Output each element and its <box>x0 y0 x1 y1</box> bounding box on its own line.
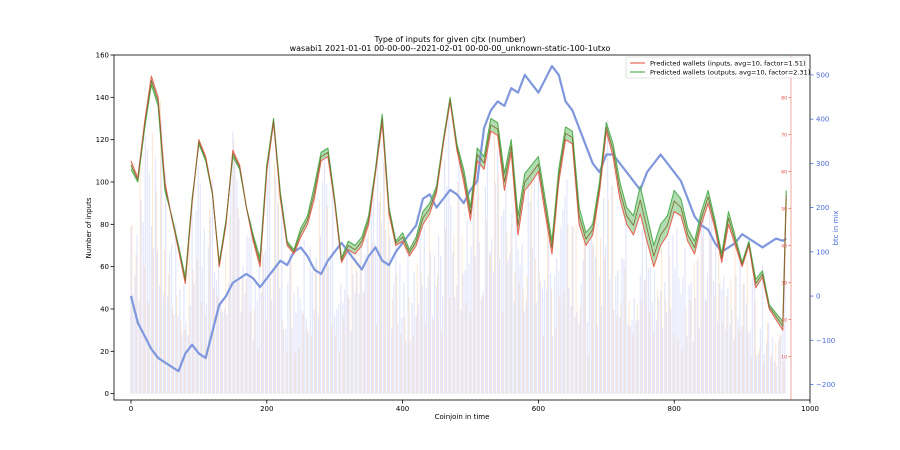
y3-tick-label: 40 <box>781 243 787 249</box>
y-axis-right-btc: −200 −100 0 100 200 300 400 500 <box>810 71 835 389</box>
y2-tick-label: −100 <box>816 337 835 345</box>
legend-label-outputs: Predicted wallets (outputs, avg=10, fact… <box>650 69 810 77</box>
legend-label-inputs: Predicted wallets (inputs, avg=10, facto… <box>650 60 806 68</box>
y-tick-label: 0 <box>105 390 109 398</box>
legend: Predicted wallets (inputs, avg=10, facto… <box>625 56 810 79</box>
y-tick-label: 80 <box>100 221 109 229</box>
y-axis-label: Number of inputs <box>85 197 93 258</box>
x-tick-label: 600 <box>532 405 545 413</box>
x-axis: 0 200 400 600 800 1000 <box>129 400 819 413</box>
y-axis-inner-red: 10 20 30 40 50 60 70 80 <box>781 55 792 400</box>
y3-tick-label: 50 <box>781 206 787 212</box>
chart-title: Type of inputs for given cjtx (number) <box>373 35 525 44</box>
y3-tick-label: 30 <box>781 281 787 287</box>
series-line-btc-in-mix <box>129 64 787 373</box>
y-tick-label: 20 <box>100 348 109 356</box>
y2-axis-label: btc in mix <box>832 211 840 246</box>
y3-tick-label: 10 <box>781 355 787 361</box>
series-line-overlap <box>130 79 787 327</box>
lines-layer <box>129 64 787 373</box>
y-tick-label: 140 <box>96 94 109 102</box>
x-tick-label: 0 <box>129 405 133 413</box>
y-tick-label: 120 <box>96 136 109 144</box>
y2-tick-label: 0 <box>816 293 820 301</box>
x-tick-label: 400 <box>396 405 409 413</box>
x-axis-label: Coinjoin in time <box>435 413 490 421</box>
bars-layer <box>130 100 786 394</box>
x-tick-label: 800 <box>668 405 681 413</box>
y3-tick-label: 20 <box>781 318 787 324</box>
y2-tick-label: 300 <box>816 160 829 168</box>
y2-tick-label: 500 <box>816 71 829 79</box>
y-tick-label: 160 <box>96 52 109 60</box>
y2-tick-label: 100 <box>816 248 829 256</box>
y3-tick-label: 80 <box>781 95 787 101</box>
legend-box <box>625 56 807 79</box>
y-tick-label: 100 <box>96 178 109 186</box>
y3-tick-label: 70 <box>781 132 787 138</box>
plot-area-frame <box>113 54 811 401</box>
y-axis-left: 0 20 40 60 80 100 120 140 160 <box>96 52 114 398</box>
chart-subtitle: wasabi1 2021-01-01 00-00-00--2021-02-01 … <box>290 44 611 53</box>
y-tick-label: 60 <box>100 263 109 271</box>
x-tick-label: 1000 <box>801 405 819 413</box>
y2-tick-label: 400 <box>816 116 829 124</box>
y-tick-label: 40 <box>100 305 109 313</box>
x-tick-label: 200 <box>260 405 273 413</box>
y2-tick-label: 200 <box>816 204 829 212</box>
y3-tick-label: 60 <box>781 169 787 175</box>
y2-tick-label: −200 <box>816 381 835 389</box>
